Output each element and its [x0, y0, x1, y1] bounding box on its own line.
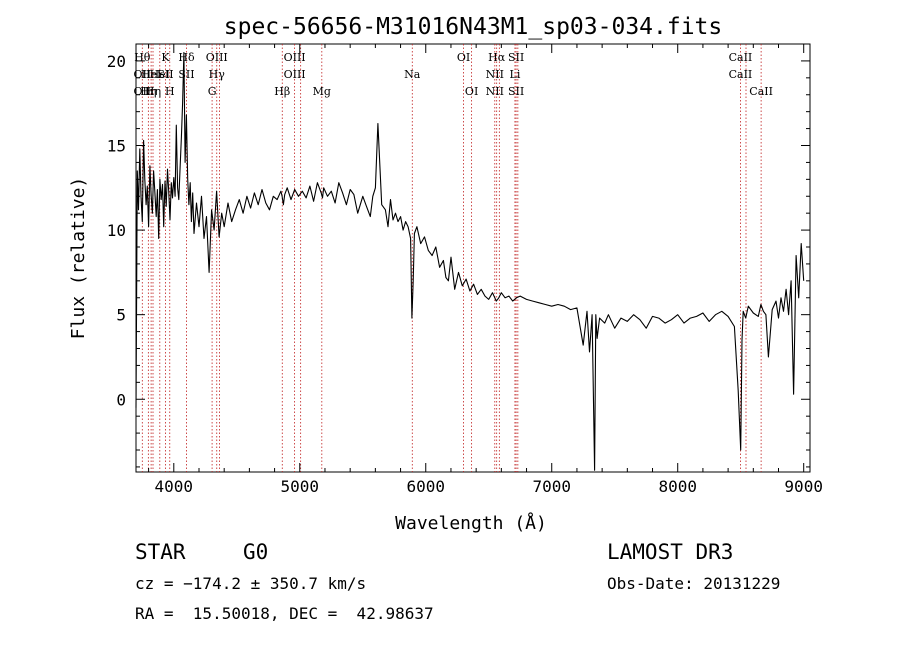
emission-line-label: Mg [313, 85, 331, 98]
x-tick-label: 5000 [281, 477, 320, 496]
plot-frame [135, 43, 811, 473]
emission-line-label: OI [457, 51, 470, 64]
emission-line-label: G [208, 85, 217, 98]
emission-line-label: OI [465, 85, 478, 98]
emission-line-label: Hη [145, 85, 161, 98]
y-tick-label: 5 [116, 306, 126, 325]
emission-line-label: OIII [206, 51, 228, 64]
x-tick-label: 9000 [784, 477, 823, 496]
axis-ticks: 4000 5000 6000 7000 8000 9000 0 5 10 15 20 [107, 44, 823, 496]
object-subclass: G0 [243, 540, 269, 564]
emission-line-label: Hγ [209, 68, 226, 81]
x-tick-label: 4000 [155, 477, 194, 496]
emission-line-label: OIII [284, 51, 306, 64]
emission-line-label: SII [508, 85, 524, 98]
emission-line-label: K [161, 51, 170, 64]
y-tick-label: 10 [107, 221, 126, 240]
emission-line-label: SII [157, 68, 173, 81]
y-tick-label: 0 [116, 390, 126, 409]
redshift-text: cz = −174.2 ± 350.7 km/s [135, 574, 367, 593]
emission-line-markers [141, 44, 762, 472]
emission-line-label: CaII [749, 85, 773, 98]
emission-line-label: Na [404, 68, 421, 81]
emission-line-label: Hδ [178, 51, 195, 64]
x-axis-label: Wavelength (Å) [395, 512, 547, 534]
emission-line-label: Hθ [134, 51, 151, 64]
emission-line-label: Hη [140, 85, 156, 98]
y-tick-label: 15 [107, 137, 126, 156]
emission-line-label: NII [486, 68, 504, 81]
emission-line-label: CaII [729, 51, 753, 64]
emission-line-label: Hβ [274, 85, 290, 98]
emission-line-label: CaII [729, 68, 753, 81]
x-tick-label: 8000 [658, 477, 697, 496]
emission-line-label: HeI [141, 68, 161, 81]
emission-line-label: Hα [488, 51, 506, 64]
emission-line-label: H [165, 85, 175, 98]
emission-line-labels: HθOIIOIIHηHeIHηHeIKSIIHHδSIIGOIIIHγHβOII… [133, 51, 773, 98]
x-tick-label: 6000 [406, 477, 445, 496]
emission-line-label: SII [508, 51, 524, 64]
obs-date: Obs-Date: 20131229 [607, 574, 781, 593]
y-tick-label: 20 [107, 52, 126, 71]
emission-line-label: Li [510, 68, 521, 81]
x-tick-label: 7000 [532, 477, 571, 496]
emission-line-label: SII [178, 68, 194, 81]
y-axis-label: Flux (relative) [68, 177, 89, 340]
spectrum-line [135, 51, 805, 471]
object-class: STAR [135, 540, 186, 564]
coordinates-text: RA = 15.50018, DEC = 42.98637 [135, 604, 434, 623]
emission-line-label: HeI [150, 68, 170, 81]
survey-label: LAMOST DR3 [607, 540, 734, 564]
emission-line-label: NII [486, 85, 504, 98]
emission-line-label: OIII [284, 68, 306, 81]
chart-title: spec-56656-M31016N43M1_sp03-034.fits [224, 14, 723, 40]
